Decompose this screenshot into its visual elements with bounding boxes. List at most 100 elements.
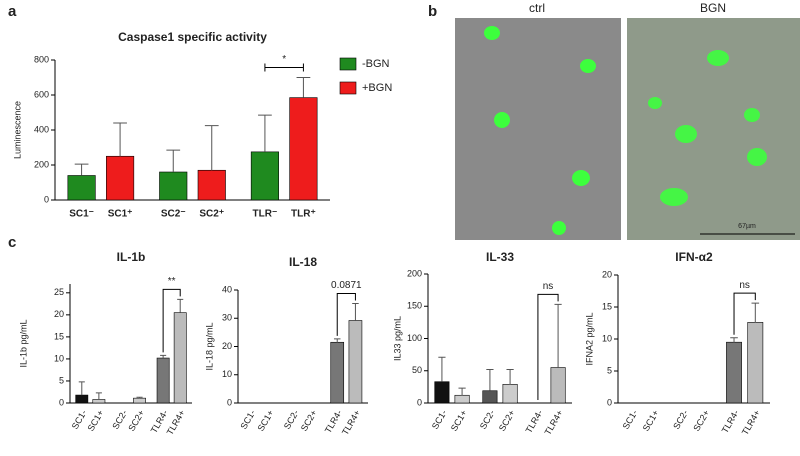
error-bar	[751, 302, 760, 323]
y-tick-label: 30	[222, 313, 232, 323]
x-tick-label: TLR4-	[524, 408, 545, 435]
x-tick-label: TLR⁻	[253, 209, 278, 220]
y-tick-label: 50	[412, 365, 422, 375]
x-tick-label: SC1-	[621, 408, 640, 431]
y-tick-label: 0	[417, 397, 422, 407]
chart-title: Caspase1 specific activity	[118, 30, 267, 44]
x-tick-label: SC2+	[691, 408, 711, 433]
error-bar	[333, 338, 341, 343]
significance-bracket	[264, 63, 304, 72]
bar	[197, 169, 226, 201]
y-axis-label: IL-1b pg/mL	[18, 319, 28, 367]
x-tick-label: TLR⁺	[291, 209, 316, 220]
bar	[67, 175, 96, 201]
bar	[482, 390, 498, 404]
y-tick-label: 0	[44, 194, 49, 204]
chart-title: IFN-α2	[675, 250, 713, 264]
bar	[106, 155, 135, 201]
legend-swatch	[339, 57, 357, 71]
bar	[434, 381, 450, 404]
bar	[454, 394, 470, 404]
x-tick-label: TLR4+	[543, 408, 565, 437]
x-tick-label: SC1-	[238, 408, 257, 431]
significance-label: ns	[739, 280, 750, 291]
significance-bracket	[537, 293, 559, 400]
x-tick-label: SC1⁻	[69, 209, 94, 220]
y-tick-label: 0	[59, 397, 64, 407]
x-tick-label: SC2-	[671, 408, 690, 431]
legend-swatch	[339, 81, 357, 95]
error-bar	[296, 77, 311, 98]
error-bar	[113, 122, 127, 157]
bar	[75, 394, 89, 404]
micrograph-ctrl	[455, 18, 621, 240]
bar	[250, 151, 279, 201]
x-tick-label: SC2-	[478, 408, 497, 431]
x-tick-label: SC2⁻	[161, 209, 186, 220]
bar	[92, 399, 106, 404]
significance-label: 0.0871	[331, 280, 362, 291]
y-tick-label: 0	[227, 397, 232, 407]
y-axis-label: Luminescence	[12, 101, 22, 159]
y-tick-label: 20	[602, 269, 612, 279]
bar	[133, 397, 146, 404]
bar	[330, 341, 345, 404]
x-tick-label: SC1⁺	[108, 209, 133, 220]
error-bar	[730, 337, 738, 343]
y-axis-label: IFNA2 pg/mL	[584, 312, 594, 365]
error-bar	[136, 396, 143, 399]
x-tick-label: SC2+	[126, 408, 146, 433]
x-tick-label: SC1+	[256, 408, 276, 433]
y-tick-label: 10	[222, 369, 232, 379]
chart-title: IL-1b	[117, 250, 146, 264]
y-tick-label: 5	[607, 365, 612, 375]
error-bar	[160, 354, 167, 359]
significance-label: **	[168, 276, 176, 287]
error-bar	[554, 303, 562, 368]
chart-title: IL-33	[486, 250, 514, 264]
scale-bar-label: 67µm	[738, 223, 756, 230]
bar	[747, 322, 764, 404]
y-axis-label: IL33 pg/mL	[392, 316, 402, 361]
legend-label: +BGN	[362, 82, 392, 94]
y-tick-label: 10	[602, 333, 612, 343]
significance-bracket	[733, 292, 756, 335]
y-tick-label: 15	[602, 301, 612, 311]
y-tick-label: 10	[54, 353, 64, 363]
error-bar	[458, 387, 466, 396]
x-tick-label: TLR4+	[340, 408, 362, 437]
significance-label: *	[282, 54, 286, 65]
y-tick-label: 5	[59, 375, 64, 385]
y-tick-label: 400	[34, 124, 49, 134]
y-tick-label: 20	[54, 309, 64, 319]
bar	[348, 320, 363, 404]
significance-bracket	[162, 288, 181, 353]
x-tick-label: SC2⁺	[199, 209, 224, 220]
y-tick-label: 100	[407, 333, 422, 343]
error-bar	[352, 303, 359, 321]
y-tick-label: 800	[34, 54, 49, 64]
bar	[550, 367, 566, 404]
error-bar	[204, 125, 219, 171]
panel-label: a	[8, 3, 17, 20]
y-tick-label: 40	[222, 284, 232, 294]
error-bar	[506, 368, 514, 385]
error-bar	[74, 163, 89, 176]
bar	[726, 341, 742, 404]
x-tick-label: SC2+	[299, 408, 319, 433]
y-tick-label: 200	[34, 159, 49, 169]
x-tick-label: SC1+	[449, 408, 469, 433]
x-tick-label: SC2+	[497, 408, 517, 433]
x-tick-label: TLR4+	[740, 408, 762, 437]
x-tick-label: SC1-	[430, 408, 449, 431]
image-label: ctrl	[529, 1, 545, 15]
y-tick-label: 0	[607, 397, 612, 407]
significance-label: ns	[543, 281, 554, 292]
bar	[289, 97, 318, 201]
error-bar	[177, 298, 184, 313]
panel-label: b	[428, 3, 437, 20]
y-tick-label: 150	[407, 301, 422, 311]
error-bar	[438, 356, 446, 382]
y-tick-label: 25	[54, 287, 64, 297]
